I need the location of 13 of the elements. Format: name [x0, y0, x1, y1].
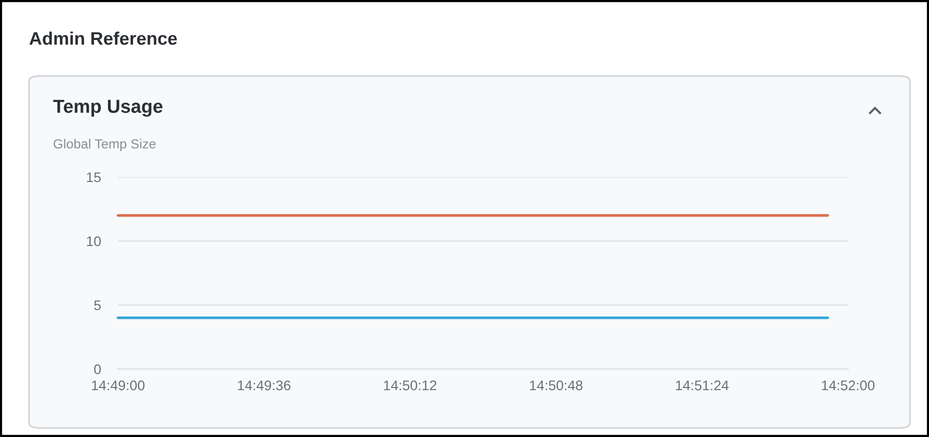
- x-tick-label: 14:50:48: [530, 380, 582, 390]
- chart-title: Admin Reference: [29, 32, 177, 45]
- chart-subtitle: Temp Usage: [53, 100, 162, 117]
- x-tick-label: 14:51:24: [676, 380, 729, 390]
- x-tick-label: 14:52:00: [822, 380, 874, 390]
- y-tick-label: 15: [86, 172, 101, 182]
- y-tick-label: 5: [94, 300, 101, 310]
- y-tick-label: 0: [94, 364, 101, 374]
- x-tick-label: 14:49:36: [238, 380, 290, 390]
- x-tick-label: 14:49:00: [92, 380, 144, 390]
- y-axis-title: Global Temp Size: [54, 138, 156, 152]
- x-tick-label: 14:50:12: [384, 380, 436, 390]
- y-tick-label: 10: [86, 236, 101, 246]
